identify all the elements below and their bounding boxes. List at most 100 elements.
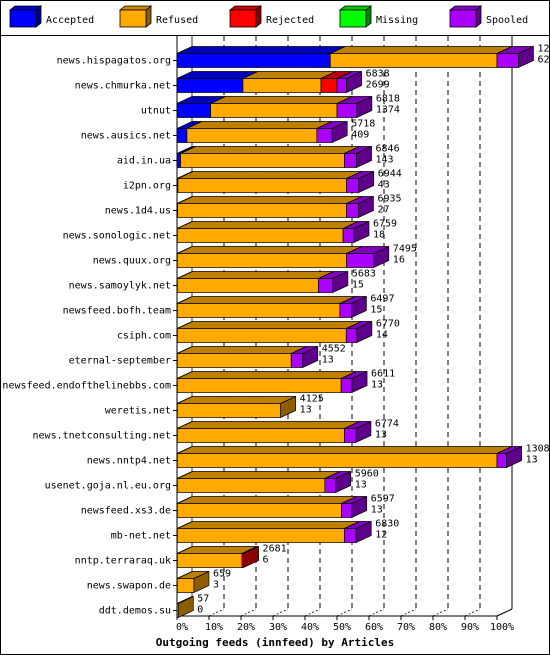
bar-top-face [186,121,332,129]
bar-top-face [242,71,337,79]
bar-top-face [177,321,362,329]
feed-label: usenet.goja.nl.eu.org [45,481,171,492]
bar-front-face [176,353,292,368]
bar-spooled [346,245,390,269]
bar-front-face [339,303,352,318]
feed-label: newsfeed.bofh.team [63,306,171,317]
bar-top-face [177,396,296,404]
bar-side-face [302,345,319,369]
bar-front-face [177,203,347,218]
x-tick-label: 60% [365,622,383,633]
offered-count: 659 [213,569,231,580]
legend-label: Rejected [266,15,314,26]
feed-label: csiph.com [117,331,171,342]
accepted-count: 14 [376,330,388,341]
legend-swatch [9,9,37,28]
accepted-count: 2699 [366,80,390,91]
x-tick-label: 30% [269,622,287,633]
bar-front-face [176,328,347,343]
bar-refused [176,446,513,468]
accepted-count: 3 [213,580,219,591]
feed-label: utnut [141,106,171,117]
feed-label: news.tnetconsulting.net [33,431,171,442]
legend: Accepted Refused Rejected Missing Spooled [0,5,550,36]
bar-refused [329,46,513,68]
bar-front-face [176,303,341,318]
accepted-count: 15 [352,280,364,291]
bar-side-face [351,495,368,519]
offered-count: 6497 [370,294,394,305]
legend-label: Missing [376,15,418,26]
offered-count: 6597 [371,494,395,505]
bar-spooled [342,220,370,244]
floor-line-1 [208,608,225,617]
accepted-count: 143 [376,155,394,166]
bar-front-face [496,53,519,68]
bar-front-face [186,128,318,143]
bar-front-face [496,453,507,468]
bar-spooled [344,420,372,444]
bar-refused [176,346,307,368]
bar-front-face [176,253,347,268]
feed-label: newsfeed.endofthelinebbs.com [2,381,171,392]
legend-label: Refused [156,15,198,26]
bar-front-face [346,178,360,193]
offered-count: 6818 [376,94,400,105]
bar-front-face [320,78,338,93]
legend-swatch-top [228,5,263,11]
bar-front-face [210,103,338,118]
x-tick-label: 40% [301,622,319,633]
bar-spooled [344,145,372,169]
bar-top-face [177,346,307,354]
x-tick-label: 70% [397,622,415,633]
bar-front-face [316,128,333,143]
bar-spooled [496,45,534,69]
offered-count: 6838 [366,69,390,80]
legend-item-refused: Refused [118,5,198,28]
legend-swatch [229,9,257,28]
offered-count: 12944 [537,44,550,55]
bar-refused [210,96,353,118]
bar-refused [176,570,210,594]
bar-front-face [344,528,357,543]
bar-front-face [176,103,211,118]
bar-side-face [353,220,370,244]
accepted-count: 18 [373,230,385,241]
bar-top-face [177,496,357,504]
feed-label: news.1d4.us [105,206,171,217]
bar-refused [176,271,334,293]
offered-count: 6770 [376,319,400,330]
offered-count: 6944 [378,169,402,180]
feed-label: newsfeed.xs3.de [81,506,171,517]
bar-side-face [358,170,375,194]
bar-refused [177,171,362,193]
legend-swatch-top [448,5,483,11]
bar-front-face [342,228,355,243]
accepted-count: 6 [263,555,269,566]
offered-count: 4552 [322,344,346,355]
feed-label: nntp.terraraq.uk [75,556,171,567]
floor-line-7 [400,608,417,617]
offered-count: 2681 [263,544,287,555]
x-tick-label: 50% [333,622,351,633]
bar-side-face [243,545,259,569]
bar-front-face [318,278,334,293]
bar-row-news-hispagatos-org: news.hispagatos.org 129446202 [57,44,550,69]
bar-top-face [177,471,340,479]
bar-rejected [241,545,259,569]
x-tick-label: 80% [429,622,447,633]
bar-spooled [496,445,522,469]
bar-rejected [320,71,353,93]
legend-label: Accepted [46,15,94,26]
bar-front-face [329,53,498,68]
bar-spooled [316,120,348,144]
accepted-count: 12 [375,530,387,541]
